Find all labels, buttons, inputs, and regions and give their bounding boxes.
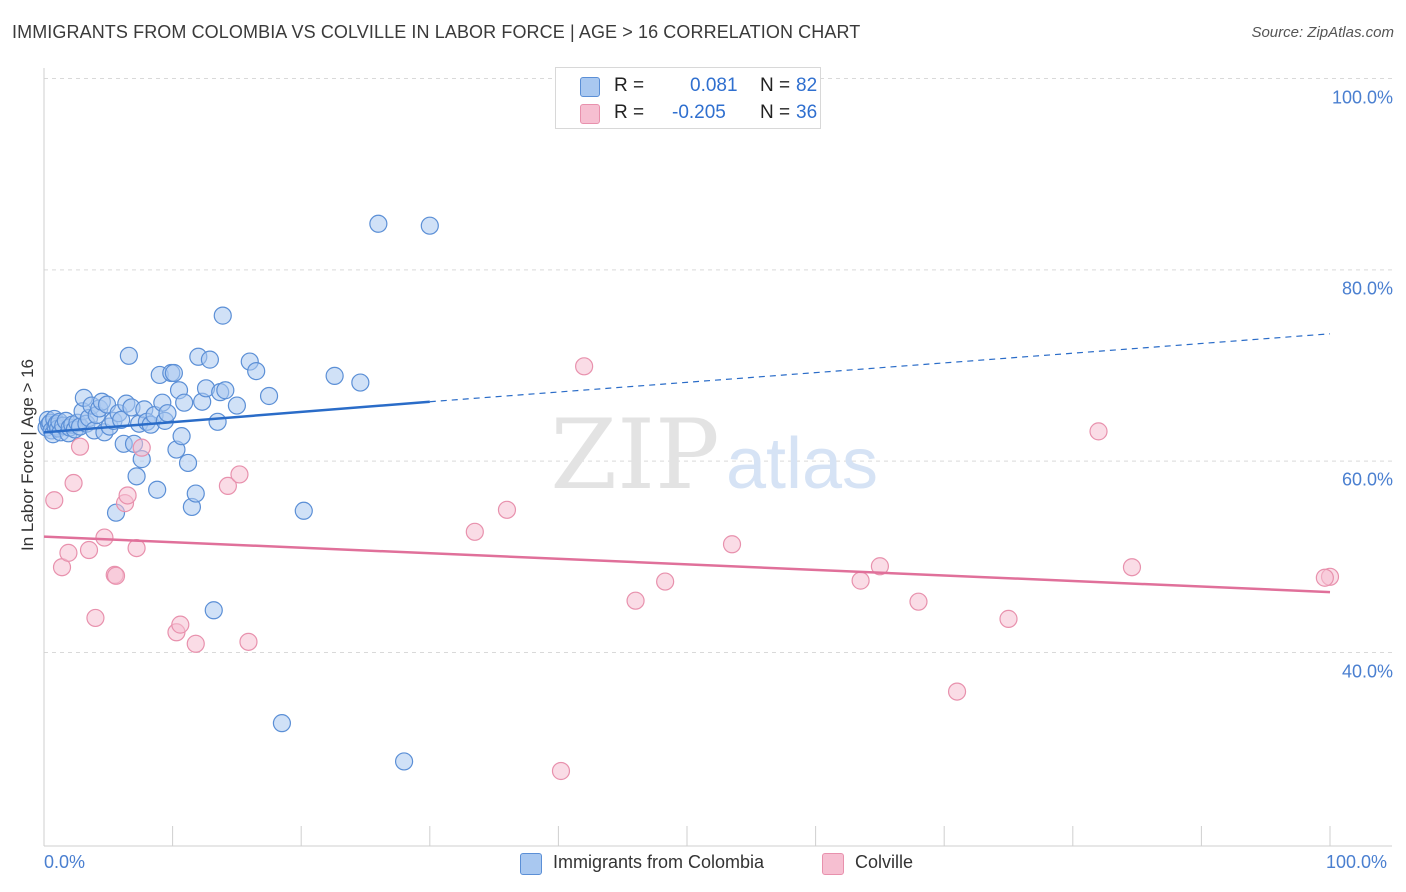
colombia-point	[272, 714, 292, 733]
legend-label-colville: Colville	[855, 852, 914, 872]
colville-point	[626, 591, 645, 610]
source-label: Source: ZipAtlas.com	[1251, 24, 1394, 41]
colville-point	[722, 535, 742, 554]
colombia-point	[148, 480, 167, 499]
chart-title: IMMIGRANTS FROM COLOMBIA VS COLVILLE IN …	[12, 22, 861, 42]
colombia-point	[213, 306, 232, 325]
colville-point	[186, 634, 205, 653]
colville-point	[45, 491, 64, 510]
colville-point	[64, 473, 83, 493]
colville-point	[575, 357, 594, 376]
colombia-point	[112, 410, 131, 429]
x-tick-label-min: 0.0%	[44, 852, 86, 872]
y-tick-label: 100.0%	[1331, 87, 1393, 107]
watermark-atlas: atlas	[726, 424, 878, 504]
legend-n-value-colombia: 82	[796, 75, 818, 96]
legend-r-value-colombia: 0.081	[690, 75, 738, 96]
colombia-point	[164, 363, 183, 383]
colombia-point	[158, 404, 177, 423]
colville-point	[132, 438, 151, 457]
colville-point	[118, 486, 137, 505]
legend-n-value-colville: 36	[796, 102, 818, 123]
legend-swatch-colombia	[520, 853, 542, 875]
colville-point	[239, 632, 258, 651]
legend-n-label: N =	[760, 102, 791, 123]
colombia-point	[394, 752, 414, 771]
y-tick-label: 40.0%	[1341, 661, 1393, 681]
legend-swatch-colville	[822, 853, 844, 875]
colombia-point	[186, 484, 205, 503]
legend-n-label: N =	[760, 75, 791, 96]
colville-point	[106, 566, 126, 585]
colville-point	[551, 761, 571, 781]
y-tick-label: 60.0%	[1341, 469, 1393, 490]
colombia-point	[294, 501, 313, 520]
legend-r-label: R =	[614, 75, 645, 96]
legend-swatch-colombia	[580, 77, 600, 97]
legend-r-label: R =	[614, 102, 645, 123]
colville-point	[947, 682, 967, 701]
colombia-point	[247, 362, 266, 381]
colombia-point	[200, 350, 219, 369]
colombia-point	[351, 373, 370, 392]
stats-legend: R = 0.081 N = 82 R = -0.205 N = 36	[555, 67, 821, 129]
colombia-point	[325, 366, 344, 385]
colombia-point	[208, 412, 227, 431]
colville-point	[909, 592, 928, 611]
series-colville-points	[45, 357, 1340, 781]
colombia-point	[178, 453, 198, 473]
trend-line-colville	[43, 535, 1331, 594]
colville-point	[999, 609, 1018, 628]
colombia-point	[204, 601, 223, 620]
colville-point	[218, 476, 237, 496]
colville-point	[79, 540, 99, 560]
colombia-point	[420, 216, 439, 235]
colombia-point	[227, 396, 246, 415]
legend-swatch-colville	[580, 104, 600, 124]
colville-point	[1122, 558, 1142, 577]
colville-point	[171, 615, 190, 634]
trend-line-colombia	[43, 400, 430, 434]
colville-point	[870, 557, 890, 576]
colville-point	[59, 543, 78, 562]
series-colombia-points	[37, 214, 439, 771]
colombia-point	[369, 214, 388, 233]
colombia-point	[172, 427, 191, 446]
colombia-point	[127, 467, 146, 486]
colombia-point	[259, 386, 279, 406]
watermark: ZIP atlas	[550, 399, 878, 511]
colville-point	[465, 522, 484, 541]
axes	[43, 68, 1392, 847]
colombia-point	[119, 346, 138, 365]
colombia-point	[216, 381, 235, 400]
x-tick-label-max: 100.0%	[1326, 852, 1388, 872]
trend-extension-colombia	[429, 333, 1331, 403]
colville-point	[1089, 422, 1108, 441]
colombia-point	[175, 393, 194, 412]
colville-point	[851, 571, 870, 590]
colville-point	[70, 437, 90, 456]
watermark-zip: ZIP	[550, 399, 719, 511]
colville-point	[1315, 568, 1334, 587]
colville-point	[127, 538, 146, 558]
legend-r-value-colville: -0.205	[672, 102, 726, 123]
trend-lines	[43, 333, 1331, 594]
legend-label-colombia: Immigrants from Colombia	[553, 852, 765, 872]
y-tick-label: 80.0%	[1341, 278, 1393, 299]
colville-point	[95, 528, 114, 547]
colville-point	[656, 572, 675, 591]
colville-point	[230, 465, 249, 484]
colville-point	[86, 608, 105, 628]
colville-point	[497, 500, 517, 519]
